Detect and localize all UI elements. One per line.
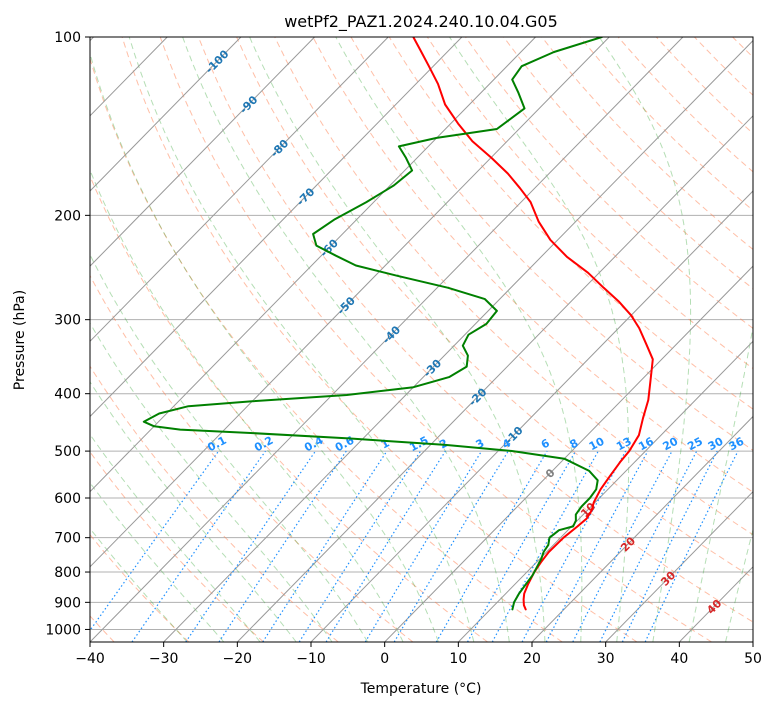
mixing-ratio-line [364, 450, 483, 642]
moist-adiabat-line [90, 168, 404, 642]
mixing-ratio-label: 36 [727, 435, 747, 454]
y-axis-label: Pressure (hPa) [12, 290, 28, 390]
x-tick-label: 30 [597, 651, 615, 667]
moist-adiabat-line [90, 380, 297, 642]
moist-adiabat-line [249, 37, 546, 642]
mixing-ratio-line [491, 450, 599, 642]
mixing-ratio-line [621, 450, 718, 642]
dry-adiabat-line [90, 175, 488, 642]
x-tick-label: 10 [449, 651, 467, 667]
plot-frame [89, 36, 754, 643]
y-tick-label: 100 [54, 30, 81, 46]
x-tick-label: −20 [223, 651, 253, 667]
isotherm-line [90, 37, 389, 343]
isotherm-line [384, 265, 753, 642]
mixing-ratio-label: 25 [685, 435, 705, 454]
moist-adiabat-line [688, 324, 753, 642]
mixing-ratio-label: 20 [661, 435, 681, 454]
moist-adiabat-line [90, 433, 261, 642]
x-tick-label: −40 [75, 651, 105, 667]
mixing-ratio-line [599, 450, 698, 642]
mixing-ratio-line [298, 450, 422, 642]
dry-adiabat-line [90, 451, 264, 642]
isotherm-line [236, 115, 753, 642]
y-tick-label: 900 [54, 595, 81, 611]
mixing-ratio-line [262, 450, 388, 642]
isotherm-line [605, 490, 753, 642]
temperature-profile-line [412, 37, 654, 611]
moist-adiabat-line [449, 37, 630, 642]
x-tick-label: −30 [149, 651, 179, 667]
isotherm-line [90, 37, 242, 192]
x-tick-label: 20 [523, 651, 541, 667]
mixing-ratio-line [218, 450, 347, 642]
moist-adiabat-line [725, 527, 753, 642]
y-tick-label: 200 [54, 208, 81, 224]
dewpoint-profile-line [142, 37, 603, 611]
y-tick-label: 300 [54, 313, 81, 329]
mixing-ratio-label: 13 [614, 435, 634, 454]
mixing-ratio-line [131, 450, 266, 642]
moist-adiabat-line [128, 37, 475, 642]
dry-adiabat-line [426, 37, 753, 370]
y-axis: 1000 900 800 700 600 500 400 300 200 100 [45, 30, 90, 638]
isotherm-line [310, 190, 753, 642]
x-axis-label: Temperature (°C) [360, 681, 482, 697]
dry-adiabat-line [236, 37, 753, 579]
isotherm-line [90, 37, 684, 642]
y-tick-label: 700 [54, 531, 81, 547]
isotherm-line [90, 37, 315, 267]
mixing-ratio-line [90, 450, 220, 632]
mixing-ratio-line [185, 450, 316, 642]
x-axis: −40 −30 −20 −10 0 10 20 30 40 50 [75, 642, 762, 667]
moist-adiabat-line [182, 37, 510, 642]
mixing-ratio-label: 30 [706, 435, 726, 454]
moist-adiabat-line [90, 253, 369, 642]
y-tick-label: 400 [54, 387, 81, 403]
y-tick-label: 1000 [45, 622, 81, 638]
x-tick-label: −10 [296, 651, 326, 667]
moist-adiabat-line [598, 37, 692, 642]
chart-title: wetPf2_PAZ1.2024.240.10.04.G05 [284, 12, 558, 32]
dry-adiabat-line [159, 37, 712, 642]
dry-adiabat-line [90, 56, 563, 642]
isotherm-line [90, 37, 463, 418]
x-tick-label: 0 [380, 651, 389, 667]
dry-adiabat-line [90, 365, 339, 642]
x-tick-label: 40 [670, 651, 688, 667]
moist-adiabat-line [90, 482, 225, 642]
y-tick-label: 500 [54, 444, 81, 460]
isotherm-line [457, 340, 753, 642]
y-tick-label: 800 [54, 565, 81, 581]
y-tick-label: 600 [54, 491, 81, 507]
isotherm-line [90, 37, 610, 568]
x-tick-label: 50 [744, 651, 762, 667]
isotherm-line [163, 39, 753, 642]
sounding-profiles [142, 37, 654, 611]
moist-adiabat-line [335, 37, 583, 642]
dry-adiabat-line [197, 37, 753, 623]
mixing-ratio-line [545, 450, 649, 642]
background-lines [90, 37, 753, 642]
isotherm-line [531, 415, 753, 642]
mixing-ratio-label: 16 [636, 435, 656, 454]
dry-adiabat-line [350, 37, 753, 451]
dry-adiabat-line [121, 37, 638, 642]
dry-adiabat-line [388, 37, 753, 410]
moist-adiabat-line [90, 51, 439, 642]
mixing-ratio-line [521, 450, 627, 642]
mixing-ratio-label: 10 [587, 435, 607, 454]
moist-adiabat-line [90, 322, 333, 642]
dry-adiabat-line [312, 37, 753, 493]
mixing-ratio-line [466, 450, 577, 642]
